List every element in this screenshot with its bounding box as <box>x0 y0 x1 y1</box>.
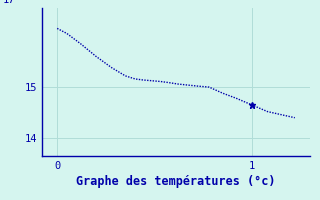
X-axis label: Graphe des températures (°c): Graphe des températures (°c) <box>76 175 276 188</box>
Text: 17: 17 <box>2 0 15 5</box>
